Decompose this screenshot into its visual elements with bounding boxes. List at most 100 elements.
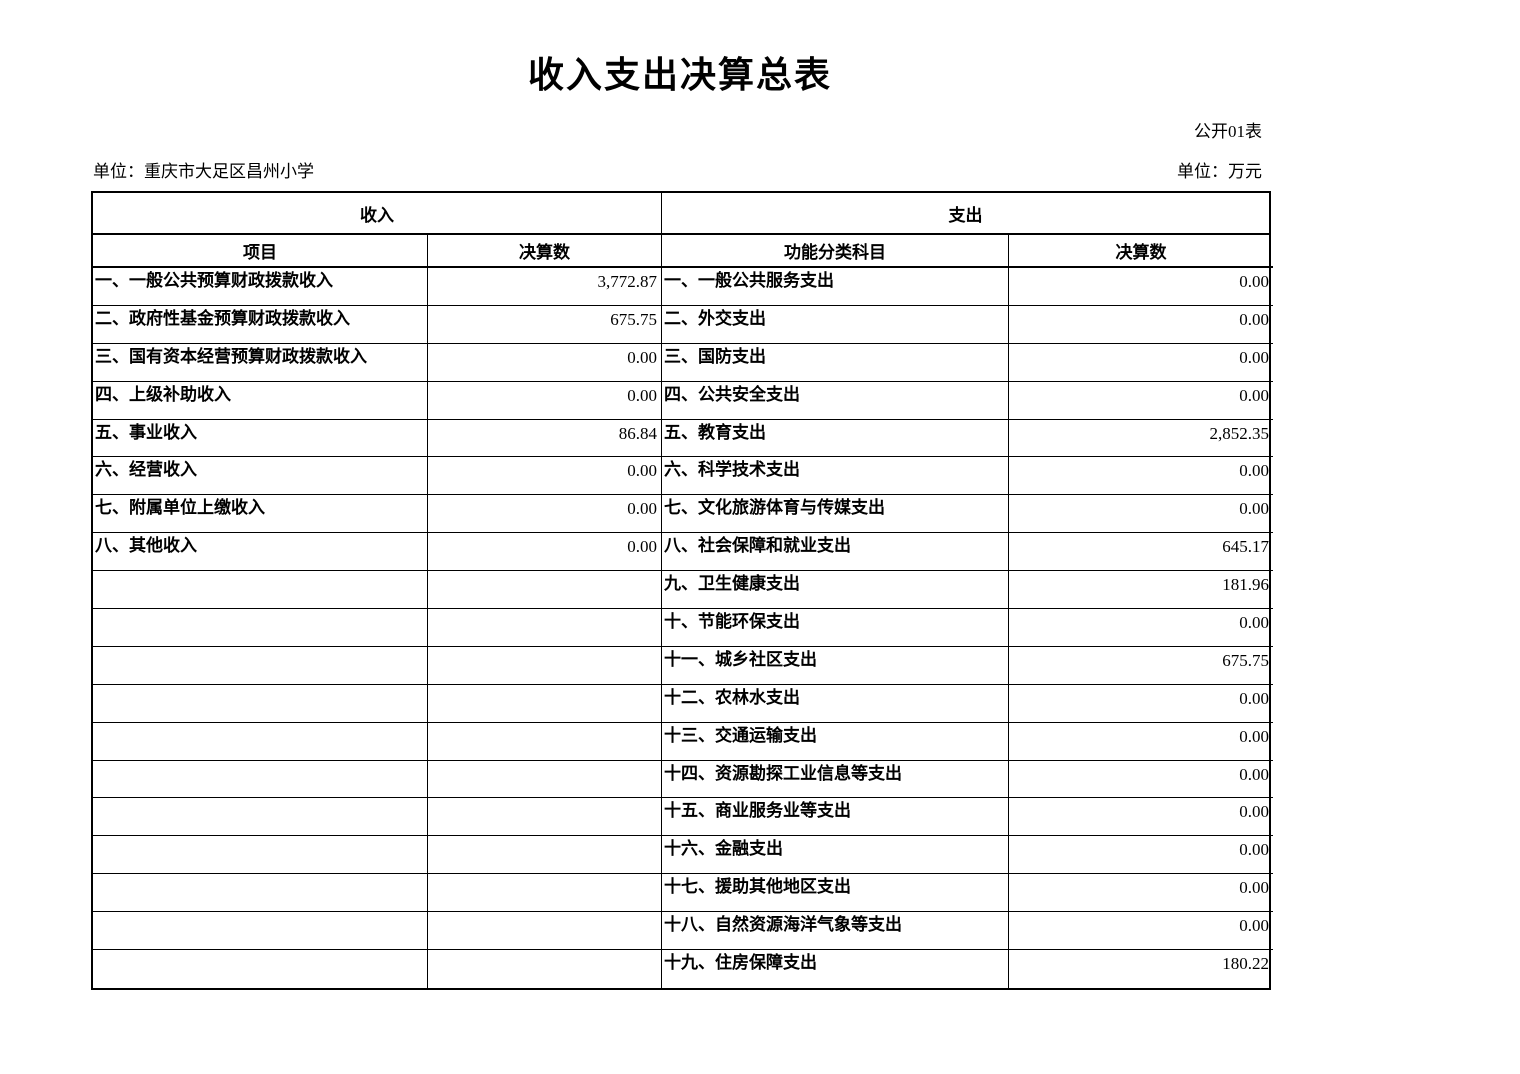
- income-item-cell: 六、经营收入: [93, 457, 428, 496]
- income-amount-column-header: 决算数: [428, 235, 662, 268]
- expense-item-column-header: 功能分类科目: [662, 235, 1009, 268]
- table-row: 十八、自然资源海洋气象等支出 0.00: [93, 912, 1273, 951]
- unit-name: 单位：重庆市大足区昌州小学: [93, 162, 314, 181]
- income-item-cell: 五、事业收入: [93, 419, 428, 458]
- income-amount-cell: 0.00: [428, 381, 662, 420]
- table-row: 三、国有资本经营预算财政拨款收入 0.00 三、国防支出 0.00: [93, 343, 1273, 382]
- budget-summary-table: 收入 支出 项目 决算数 功能分类科目 决算数 一、一般公共预算财政拨款收入 3,…: [91, 191, 1273, 990]
- expense-item-cell: 十一、城乡社区支出: [662, 646, 1009, 685]
- expense-amount-cell: 0.00: [1009, 761, 1273, 799]
- income-item-cell: [93, 798, 428, 837]
- expense-amount-cell: 675.75: [1009, 647, 1273, 685]
- income-amount-cell: [428, 798, 662, 837]
- table-row: 二、政府性基金预算财政拨款收入 675.75 二、外交支出 0.00: [93, 305, 1273, 344]
- section-header-row: 收入 支出: [93, 193, 1269, 235]
- table-row: 十二、农林水支出 0.00: [93, 684, 1273, 723]
- income-amount-cell: [428, 684, 662, 723]
- unit-measure: 单位：万元: [1177, 162, 1262, 181]
- table-row: 十一、城乡社区支出 675.75: [93, 646, 1273, 685]
- expense-amount-cell: 0.00: [1009, 382, 1273, 420]
- expense-item-cell: 八、社会保障和就业支出: [662, 533, 1009, 572]
- income-amount-cell: 86.84: [428, 419, 662, 458]
- income-item-cell: [93, 874, 428, 913]
- expense-item-cell: 十八、自然资源海洋气象等支出: [662, 912, 1009, 951]
- income-item-cell: [93, 609, 428, 647]
- expense-amount-cell: 0.00: [1009, 495, 1273, 534]
- income-item-cell: [93, 950, 428, 988]
- table-row: 十六、金融支出 0.00: [93, 836, 1273, 875]
- expense-amount-cell: 0.00: [1009, 457, 1273, 496]
- income-item-cell: [93, 684, 428, 723]
- expense-item-cell: 三、国防支出: [662, 343, 1009, 382]
- table-body: 一、一般公共预算财政拨款收入 3,772.87 一、一般公共服务支出 0.00 二、政府…: [93, 268, 1273, 988]
- table-row: 十三、交通运输支出 0.00: [93, 722, 1273, 761]
- expense-amount-cell: 0.00: [1009, 912, 1273, 951]
- expense-amount-cell: 0.00: [1009, 609, 1273, 647]
- table-row: 六、经营收入 0.00 六、科学技术支出 0.00: [93, 457, 1273, 496]
- income-amount-cell: [428, 836, 662, 875]
- expense-item-cell: 十七、援助其他地区支出: [662, 874, 1009, 913]
- expense-amount-cell: 0.00: [1009, 306, 1273, 344]
- expense-amount-column-header: 决算数: [1009, 235, 1273, 268]
- income-amount-cell: 0.00: [428, 533, 662, 572]
- table-row: 十七、援助其他地区支出 0.00: [93, 874, 1273, 913]
- income-amount-cell: [428, 912, 662, 951]
- table-row: 五、事业收入 86.84 五、教育支出 2,852.35: [93, 419, 1273, 458]
- income-item-cell: 一、一般公共预算财政拨款收入: [93, 268, 428, 306]
- table-row: 十、节能环保支出 0.00: [93, 609, 1273, 647]
- income-amount-cell: [428, 646, 662, 685]
- expense-item-cell: 十五、商业服务业等支出: [662, 798, 1009, 837]
- income-item-cell: 二、政府性基金预算财政拨款收入: [93, 305, 428, 344]
- table-row: 七、附属单位上缴收入 0.00 七、文化旅游体育与传媒支出 0.00: [93, 495, 1273, 534]
- column-header-row: 项目 决算数 功能分类科目 决算数: [93, 235, 1273, 268]
- expense-item-cell: 十四、资源勘探工业信息等支出: [662, 760, 1009, 799]
- income-item-cell: 八、其他收入: [93, 533, 428, 572]
- income-section-header: 收入: [93, 193, 662, 235]
- income-item-cell: [93, 836, 428, 875]
- income-amount-cell: [428, 950, 662, 988]
- expense-amount-cell: 0.00: [1009, 836, 1273, 875]
- expense-amount-cell: 0.00: [1009, 798, 1273, 837]
- income-amount-cell: [428, 571, 662, 610]
- income-amount-cell: [428, 874, 662, 913]
- income-amount-cell: 3,772.87: [428, 268, 662, 306]
- expense-item-cell: 二、外交支出: [662, 305, 1009, 344]
- income-item-cell: [93, 722, 428, 761]
- expense-item-cell: 四、公共安全支出: [662, 381, 1009, 420]
- income-amount-cell: 0.00: [428, 457, 662, 496]
- income-item-cell: [93, 646, 428, 685]
- income-amount-cell: 0.00: [428, 495, 662, 534]
- expense-item-cell: 九、卫生健康支出: [662, 571, 1009, 610]
- income-item-column-header: 项目: [93, 235, 428, 268]
- expense-amount-cell: 180.22: [1222, 954, 1269, 974]
- expense-amount-cell: 0.00: [1009, 723, 1273, 761]
- table-code: 公开01表: [1194, 122, 1262, 141]
- income-item-cell: 七、附属单位上缴收入: [93, 495, 428, 534]
- expense-amount-cell: 2,852.35: [1009, 420, 1273, 458]
- table-row: 八、其他收入 0.00 八、社会保障和就业支出 645.17: [93, 533, 1273, 572]
- expense-item-cell: 七、文化旅游体育与传媒支出: [662, 495, 1009, 534]
- expense-amount-cell: 645.17: [1009, 533, 1273, 572]
- income-item-cell: 四、上级补助收入: [93, 381, 428, 420]
- table-row: 四、上级补助收入 0.00 四、公共安全支出 0.00: [93, 381, 1273, 420]
- table-row: 十九、住房保障支出 180.22: [93, 950, 1269, 988]
- expense-item-cell: 一、一般公共服务支出: [662, 268, 1009, 306]
- unit-row: 单位：重庆市大足区昌州小学 单位：万元: [93, 157, 1262, 182]
- income-item-cell: [93, 912, 428, 951]
- expense-amount-cell: 0.00: [1009, 268, 1273, 306]
- expense-section-header: 支出: [662, 193, 1269, 235]
- page-title: 收入支出决算总表: [527, 55, 832, 96]
- table-row: 九、卫生健康支出 181.96: [93, 571, 1273, 610]
- expense-item-cell: 十九、住房保障支出: [662, 950, 1009, 988]
- expense-amount-cell: 181.96: [1009, 571, 1273, 610]
- expense-item-cell: 六、科学技术支出: [662, 457, 1009, 496]
- expense-item-cell: 十三、交通运输支出: [662, 722, 1009, 761]
- income-amount-cell: 675.75: [428, 305, 662, 344]
- expense-amount-cell: 0.00: [1009, 874, 1273, 913]
- income-item-cell: [93, 760, 428, 799]
- income-item-cell: 三、国有资本经营预算财政拨款收入: [93, 343, 428, 382]
- income-amount-cell: 0.00: [428, 343, 662, 382]
- table-row: 十四、资源勘探工业信息等支出 0.00: [93, 760, 1273, 799]
- income-amount-cell: [428, 760, 662, 799]
